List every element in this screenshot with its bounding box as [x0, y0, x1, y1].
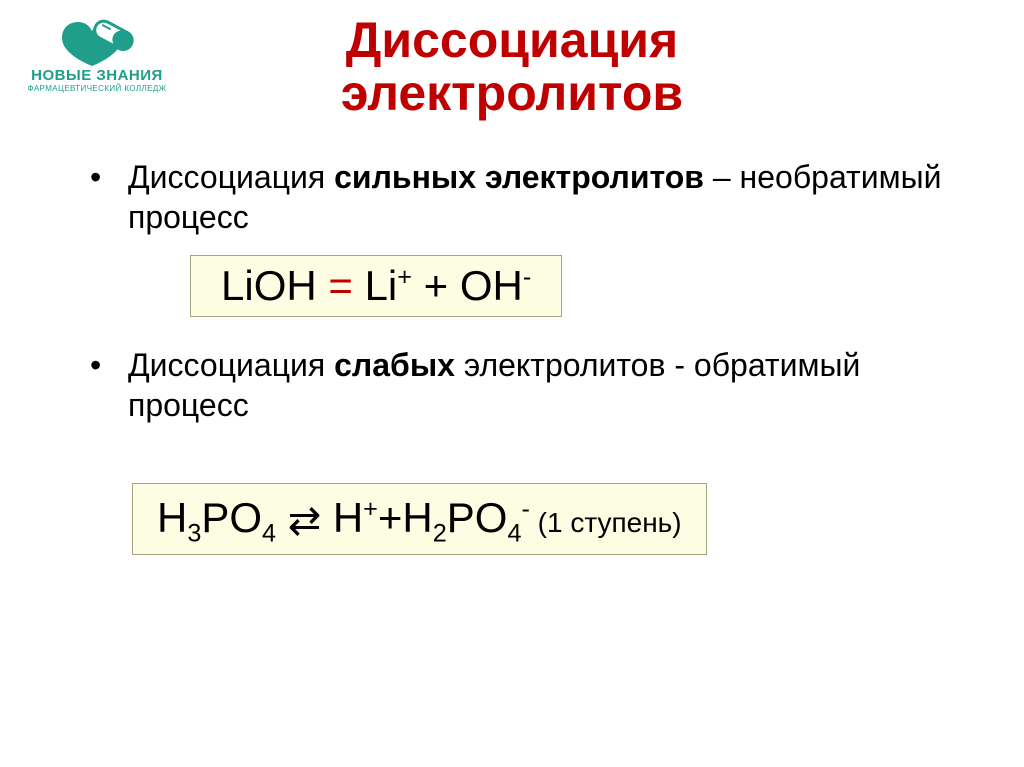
bullet-1-bold: сильных электролитов [334, 159, 704, 195]
f1-r1: Li [365, 262, 398, 309]
bullet-2-text: Диссоциация слабых электролитов - обрати… [128, 345, 964, 425]
f2-plus: + [378, 494, 403, 541]
logo-subtitle: ФАРМАЦЕВТИЧЕСКИЙ КОЛЛЕДЖ [22, 85, 172, 93]
f2-r2-sub: 2 [433, 519, 447, 547]
f2-r3-sub: 4 [507, 519, 521, 547]
f2-s2: 4 [262, 519, 276, 547]
f1-r2: OH [460, 262, 523, 309]
bullet-mark: • [90, 157, 128, 237]
f1-r1-sup: + [397, 263, 412, 291]
bullet-item-2: • Диссоциация слабых электролитов - обра… [90, 345, 964, 425]
title-line-2: электролитов [341, 65, 683, 121]
f1-eq: = [317, 262, 365, 309]
f2-r2: H [402, 494, 432, 541]
content-area: • Диссоциация сильных электролитов – нео… [0, 119, 1024, 555]
f2-po: PO [201, 494, 262, 541]
f2-note: (1 ступень) [530, 507, 682, 538]
equilibrium-arrow-icon: ⇄ [288, 497, 321, 544]
bullet-item-1: • Диссоциация сильных электролитов – нео… [90, 157, 964, 237]
heart-pill-icon [58, 14, 136, 66]
slide: НОВЫЕ ЗНАНИЯ ФАРМАЦЕВТИЧЕСКИЙ КОЛЛЕДЖ Ди… [0, 0, 1024, 767]
formula-1-row: LiOH = Li+ + OH- [190, 255, 964, 317]
formula-1-box: LiOH = Li+ + OH- [190, 255, 562, 317]
formula-2-box: H3PO4 ⇄ H++H2PO4- (1 ступень) [132, 483, 707, 555]
bullet-1-text: Диссоциация сильных электролитов – необр… [128, 157, 964, 237]
f2-h: H [157, 494, 187, 541]
f2-s1: 3 [187, 519, 201, 547]
f1-lhs: LiOH [221, 262, 317, 309]
bullet-2-prefix: Диссоциация [128, 347, 334, 383]
bullet-2-bold: слабых [334, 347, 455, 383]
f2-r3: PO [447, 494, 508, 541]
logo-brand-name: НОВЫЕ ЗНАНИЯ [22, 68, 172, 83]
bullet-mark: • [90, 345, 128, 425]
bullet-1-prefix: Диссоциация [128, 159, 334, 195]
formula-2-row: H3PO4 ⇄ H++H2PO4- (1 ступень) [90, 443, 964, 555]
f1-plus: + [412, 262, 460, 309]
f2-r1-sup: + [363, 495, 378, 523]
f2-r3-sup: - [521, 495, 529, 523]
logo-block: НОВЫЕ ЗНАНИЯ ФАРМАЦЕВТИЧЕСКИЙ КОЛЛЕДЖ [22, 14, 172, 93]
f2-r1: H [321, 494, 363, 541]
f1-r2-sup: - [523, 263, 531, 291]
title-line-1: Диссоциация [346, 12, 678, 68]
